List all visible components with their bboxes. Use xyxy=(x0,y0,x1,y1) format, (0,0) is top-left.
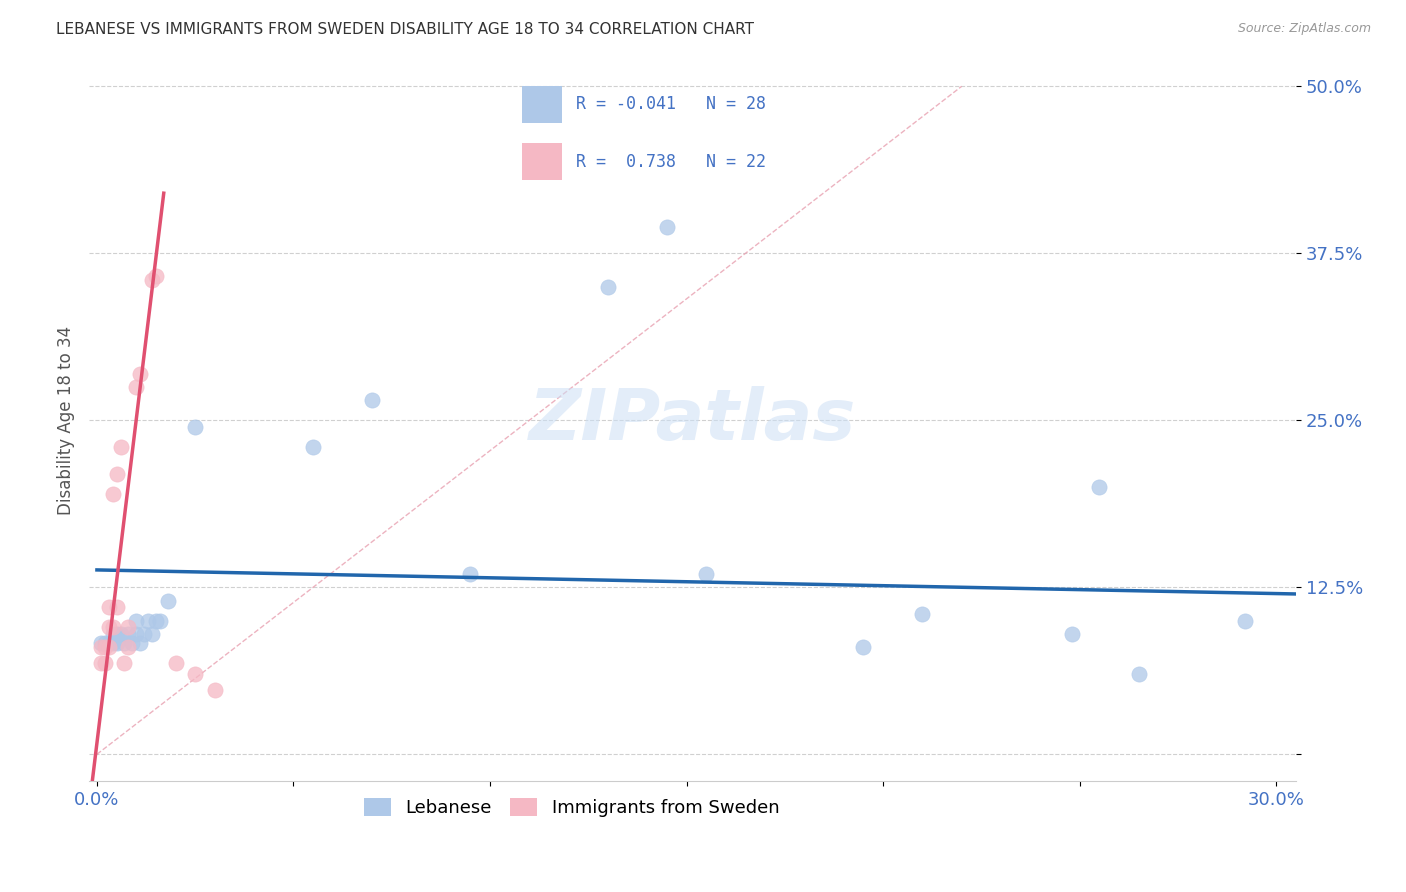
Point xyxy=(125,380,148,394)
Point xyxy=(1233,614,1256,628)
Point xyxy=(90,657,112,671)
Point xyxy=(136,614,159,628)
Point xyxy=(129,636,152,650)
Point xyxy=(911,607,934,621)
Point xyxy=(97,640,120,655)
Point xyxy=(114,657,136,671)
Point xyxy=(117,620,139,634)
Point xyxy=(165,657,187,671)
Point xyxy=(125,627,148,641)
Point xyxy=(145,268,167,283)
Text: Source: ZipAtlas.com: Source: ZipAtlas.com xyxy=(1237,22,1371,36)
Legend: Lebanese, Immigrants from Sweden: Lebanese, Immigrants from Sweden xyxy=(356,789,789,826)
Point xyxy=(129,367,152,381)
Point xyxy=(141,627,163,641)
Point xyxy=(94,636,117,650)
Point xyxy=(149,614,172,628)
Point xyxy=(695,566,717,581)
Point xyxy=(302,440,325,454)
Text: ZIPatlas: ZIPatlas xyxy=(529,386,856,455)
Text: LEBANESE VS IMMIGRANTS FROM SWEDEN DISABILITY AGE 18 TO 34 CORRELATION CHART: LEBANESE VS IMMIGRANTS FROM SWEDEN DISAB… xyxy=(56,22,754,37)
Point xyxy=(184,667,207,681)
Point xyxy=(105,627,128,641)
Point xyxy=(105,636,128,650)
Point xyxy=(156,593,179,607)
Point xyxy=(101,636,124,650)
Point xyxy=(97,620,120,634)
Point xyxy=(204,683,226,698)
Point xyxy=(141,273,163,287)
Point xyxy=(125,614,148,628)
Point xyxy=(90,636,112,650)
Point xyxy=(110,440,132,454)
Point xyxy=(132,627,155,641)
Point xyxy=(361,393,384,408)
Point xyxy=(655,219,678,234)
Point xyxy=(101,627,124,641)
Point xyxy=(110,627,132,641)
Point xyxy=(184,420,207,434)
Point xyxy=(94,657,117,671)
Point xyxy=(852,640,875,655)
Point xyxy=(117,627,139,641)
Point xyxy=(105,600,128,615)
Point xyxy=(97,636,120,650)
Point xyxy=(1128,667,1150,681)
Point xyxy=(94,640,117,655)
Point xyxy=(105,467,128,481)
Point xyxy=(1088,480,1111,494)
Point xyxy=(117,640,139,655)
Point xyxy=(114,636,136,650)
Point xyxy=(90,640,112,655)
Point xyxy=(460,566,482,581)
Point xyxy=(97,600,120,615)
Point xyxy=(101,620,124,634)
Y-axis label: Disability Age 18 to 34: Disability Age 18 to 34 xyxy=(58,326,75,515)
Point xyxy=(121,636,143,650)
Point xyxy=(145,614,167,628)
Point xyxy=(596,279,619,293)
Point xyxy=(1060,627,1083,641)
Point xyxy=(101,487,124,501)
